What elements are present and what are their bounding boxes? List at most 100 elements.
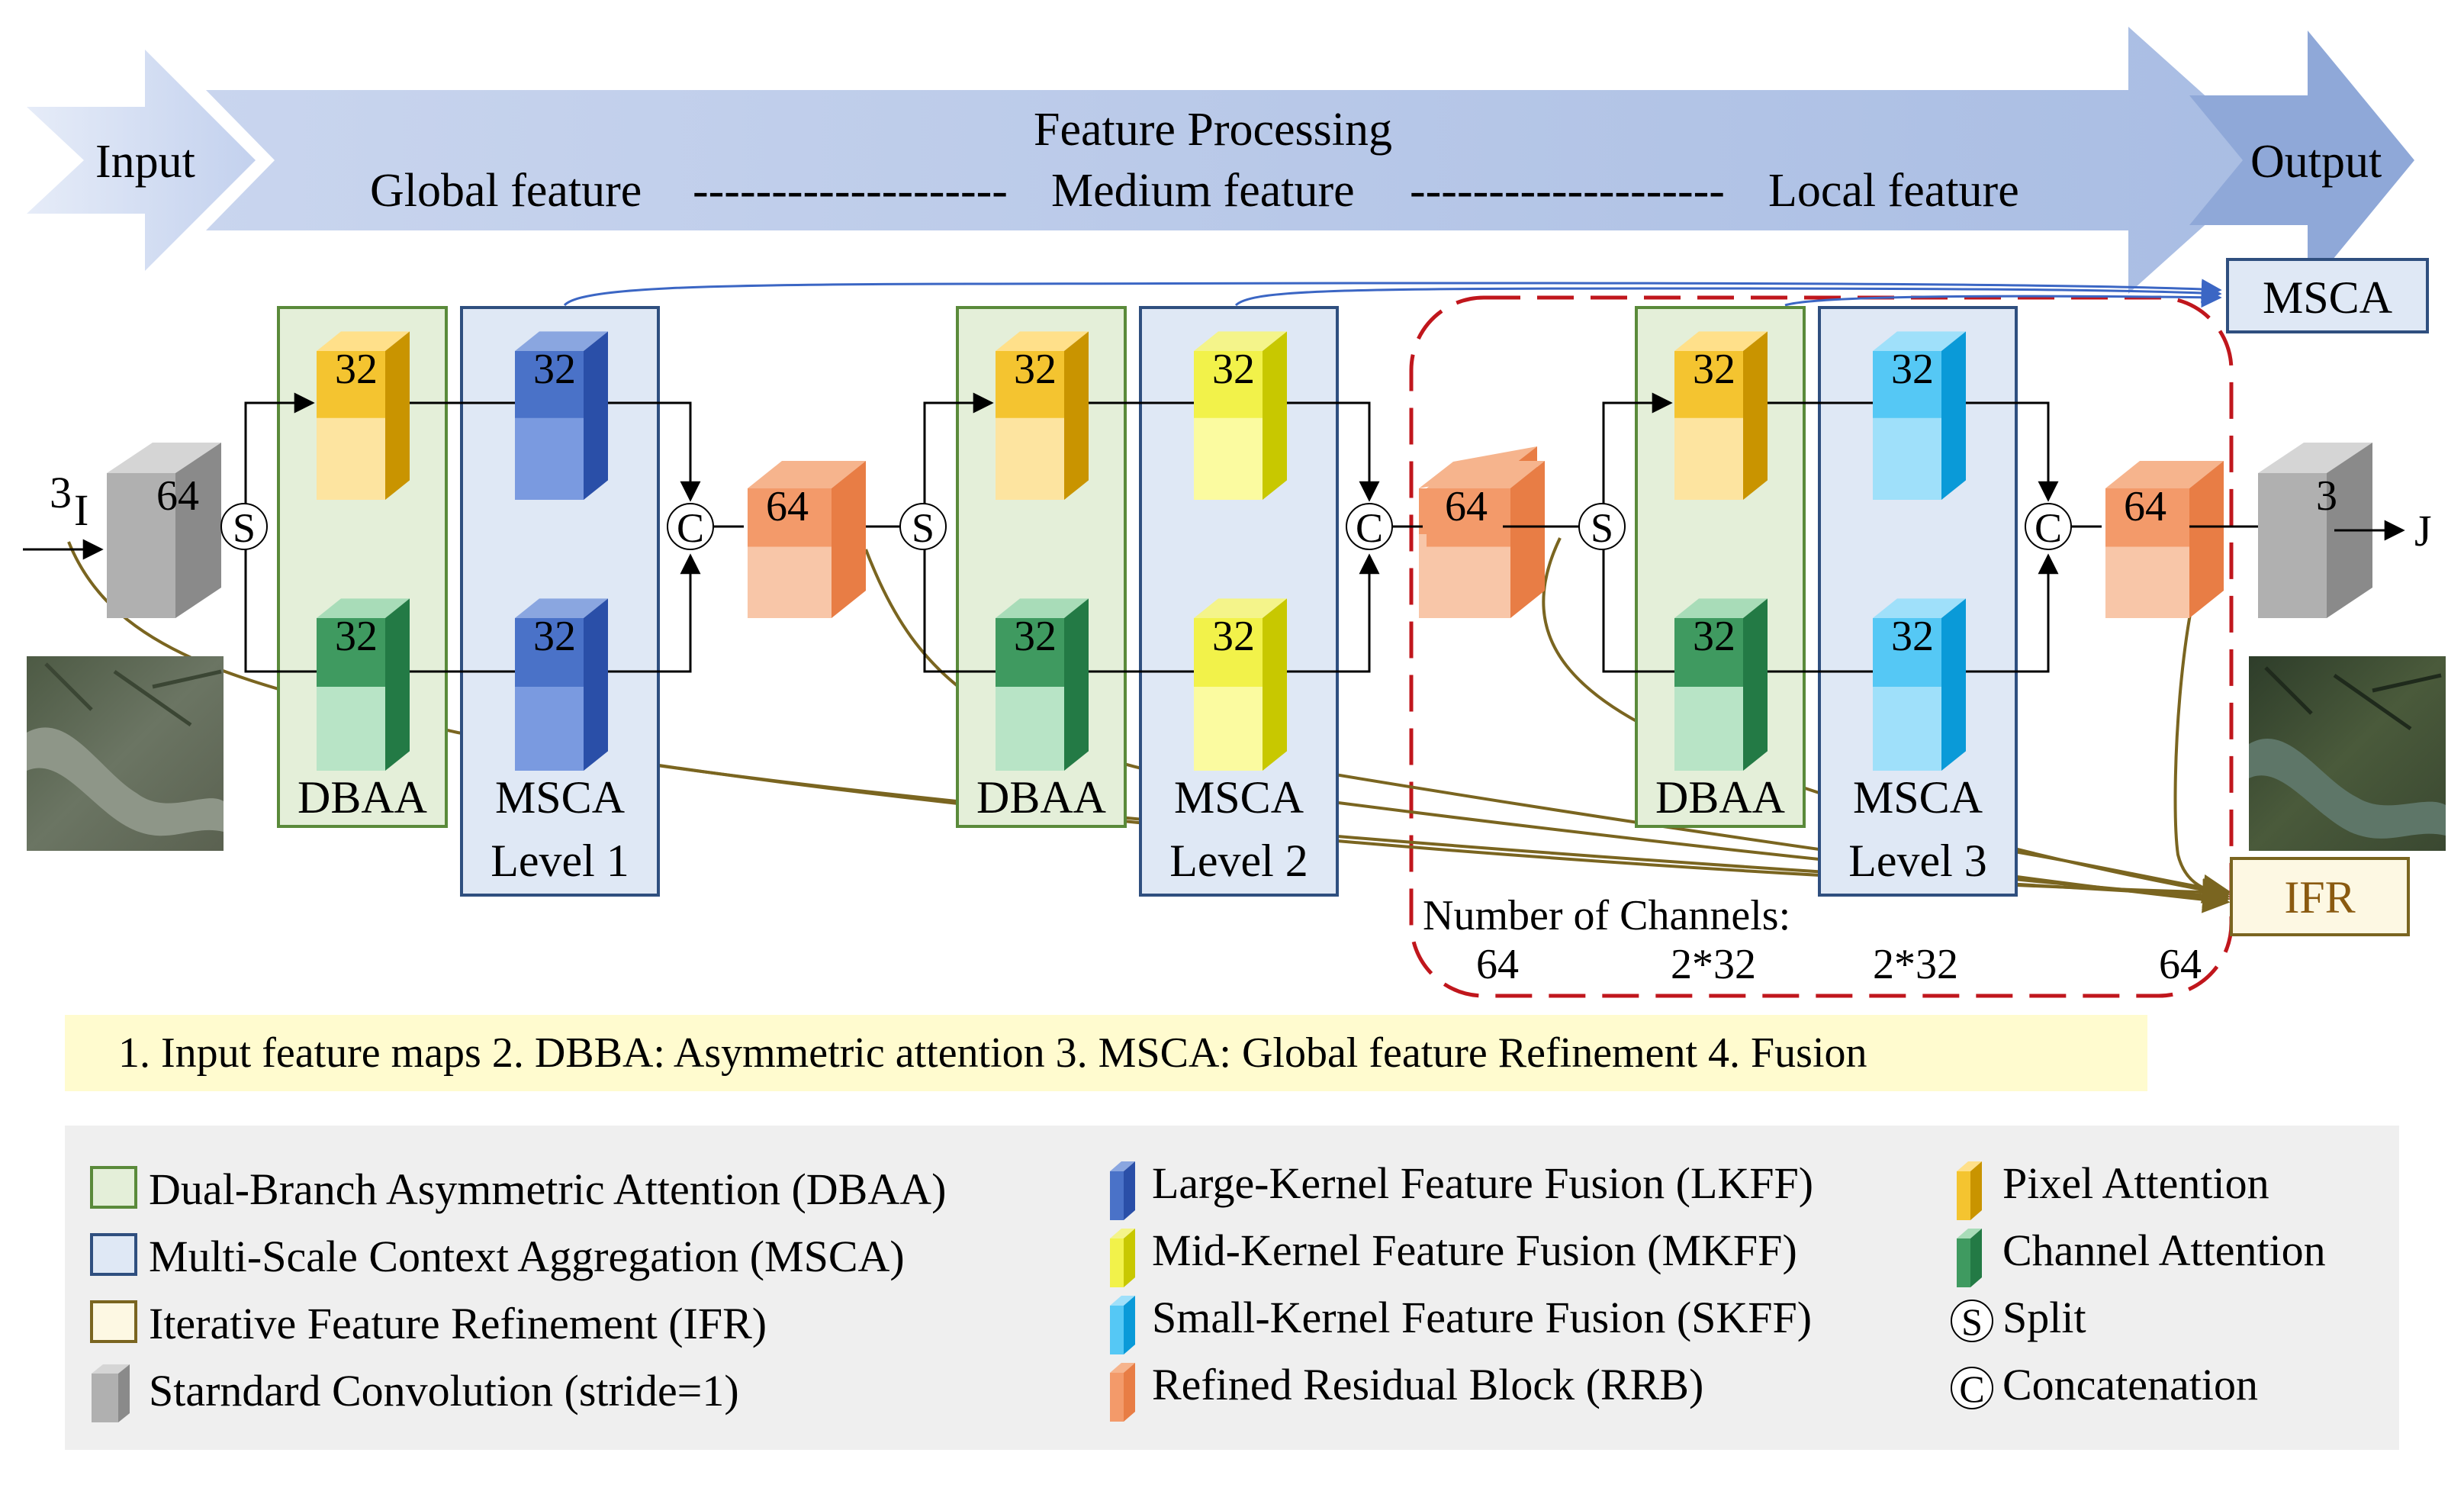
- channel-attention: 32: [996, 598, 1089, 771]
- msca-label: MSCA: [1174, 772, 1304, 823]
- legend-lkff-text: Large-Kernel Feature Fusion (LKFF): [1152, 1158, 1813, 1208]
- rrb-channels: 64: [2124, 483, 2166, 530]
- block-1: S C 32 32 32 32 64 DBAA MSCA Level 1: [220, 306, 900, 897]
- conv-in: 64: [107, 443, 221, 618]
- channels-value-2: 2*32: [1671, 941, 1756, 988]
- kff-top: 32: [1194, 331, 1287, 500]
- kff-top-channels: 32: [1212, 346, 1255, 393]
- kff-top-channels: 32: [1891, 346, 1934, 393]
- legend-msca-text: Multi-Scale Context Aggregation (MSCA): [149, 1232, 905, 1281]
- legend-concat-symbol: C: [1959, 1367, 1984, 1410]
- legend-mkff-text: Mid-Kernel Feature Fusion (MKFF): [1152, 1226, 1797, 1275]
- banner-title: Feature Processing: [1034, 104, 1392, 156]
- legend-ifr-text: Iterative Feature Refinement (IFR): [149, 1299, 767, 1348]
- output-arrow: [2189, 31, 2414, 290]
- input-arrow: [27, 50, 256, 271]
- legend-split-symbol: S: [1961, 1300, 1983, 1343]
- legend-split-icon: [1951, 1300, 1993, 1342]
- split-symbol: S: [1591, 505, 1613, 551]
- split-symbol: S: [233, 505, 256, 551]
- side-msca-text: MSCA: [2263, 272, 2392, 323]
- msca-label: MSCA: [495, 772, 625, 823]
- rrb: 64: [2105, 461, 2224, 618]
- legend-skff-icon: [1110, 1296, 1135, 1354]
- msca-level: Level 1: [491, 836, 629, 886]
- concat-symbol: C: [2035, 505, 2062, 551]
- kff-bottom-channels: 32: [533, 613, 576, 660]
- pixel-attention-channels: 32: [335, 346, 378, 393]
- channel-attention-channels: 32: [1014, 613, 1057, 660]
- split-node: [220, 503, 268, 550]
- output-label: J: [2414, 506, 2432, 556]
- rrb-channels: 64: [1445, 483, 1488, 530]
- banner: Input Feature Processing Global feature …: [27, 27, 2414, 294]
- legend-pa-text: Pixel Attention: [2002, 1158, 2269, 1208]
- legend-rrb-text: Refined Residual Block (RRB): [1152, 1360, 1703, 1409]
- banner-dash-right: --------------------: [1410, 165, 1725, 217]
- legend-concat-text: Concatenation: [2002, 1360, 2258, 1409]
- legend-pa-icon: [1957, 1161, 1982, 1220]
- legend-conv-icon: [92, 1364, 130, 1422]
- rrb: 64: [1427, 461, 1545, 618]
- kff-bottom-channels: 32: [1212, 613, 1255, 660]
- kff-top-channels: 32: [533, 346, 576, 393]
- legend-mkff-icon: [1110, 1229, 1135, 1287]
- pixel-attention-channels: 32: [1014, 346, 1057, 393]
- concat-node: [667, 503, 714, 550]
- kff-bottom-channels: 32: [1891, 613, 1934, 660]
- msca-label: MSCA: [1853, 772, 1983, 823]
- side-ifr: IFR: [2230, 857, 2410, 936]
- block-3: S C 32 32 32 32 64 DBAA MSCA Level 3: [1578, 306, 2258, 897]
- legend-ca-icon: [1957, 1229, 1982, 1287]
- channel-attention-channels: 32: [1693, 613, 1735, 660]
- kff-bottom: 32: [1194, 598, 1287, 771]
- steps-bar: [65, 1015, 2147, 1091]
- side-ifr-text: IFR: [2284, 872, 2355, 923]
- input-channels: 3: [50, 468, 72, 517]
- kff-bottom: 32: [515, 598, 608, 771]
- split-symbol: S: [912, 505, 934, 551]
- conv-in-channels: 64: [156, 472, 199, 520]
- conv-out: 3: [2258, 443, 2372, 618]
- feature-processing-arrow: [206, 27, 2277, 294]
- msca-connections: [563, 279, 2222, 308]
- legend-rrb-icon: [1110, 1363, 1135, 1422]
- banner-dash-left: --------------------: [693, 165, 1008, 217]
- kff-top: 32: [515, 331, 608, 500]
- highlight-region: [1409, 295, 2234, 998]
- legend-skff-text: Small-Kernel Feature Fusion (SKFF): [1152, 1293, 1812, 1342]
- split-node: [899, 503, 947, 550]
- rrb-channels: 64: [766, 483, 809, 530]
- legend-conv-text: Starndard Convolution (stride=1): [149, 1366, 739, 1416]
- pixel-attention-channels: 32: [1693, 346, 1735, 393]
- msca-level: Level 3: [1848, 836, 1987, 886]
- legend-ca-text: Channel Attention: [2002, 1226, 2326, 1275]
- channel-attention-channels: 32: [335, 613, 378, 660]
- banner-global-feature: Global feature: [370, 165, 642, 217]
- channel-attention: 32: [1674, 598, 1768, 771]
- concat-symbol: C: [677, 505, 704, 551]
- banner-input-text: Input: [95, 136, 195, 188]
- input-label: I: [74, 485, 88, 535]
- banner-output-text: Output: [2250, 136, 2382, 188]
- channels-value-1: 64: [1476, 941, 1519, 988]
- legend-ifr-swatch: [90, 1300, 137, 1343]
- legend-concat-icon: [1951, 1367, 1993, 1409]
- pixel-attention: 32: [317, 331, 410, 500]
- legend-msca-swatch: [90, 1233, 137, 1276]
- banner-medium-feature: Medium feature: [1051, 165, 1355, 217]
- channel-attention: 32: [317, 598, 410, 771]
- block-2: S C 32 32 32 32 64 DBAA MSCA Level 2: [899, 306, 1579, 897]
- kff-bottom: 32: [1873, 598, 1966, 771]
- legend-dbaa-text: Dual-Branch Asymmetric Attention (DBAA): [149, 1164, 946, 1214]
- legend-split-text: Split: [2002, 1293, 2086, 1342]
- kff-top: 32: [1873, 331, 1966, 500]
- side-msca: MSCA: [2226, 258, 2429, 333]
- pixel-attention: 32: [1674, 331, 1768, 500]
- rrb: 64: [748, 461, 866, 618]
- channels-value-4: 64: [2159, 941, 2202, 988]
- dbaa-label: DBAA: [298, 772, 427, 823]
- pixel-attention: 32: [996, 331, 1089, 500]
- dbaa-label: DBAA: [976, 772, 1106, 823]
